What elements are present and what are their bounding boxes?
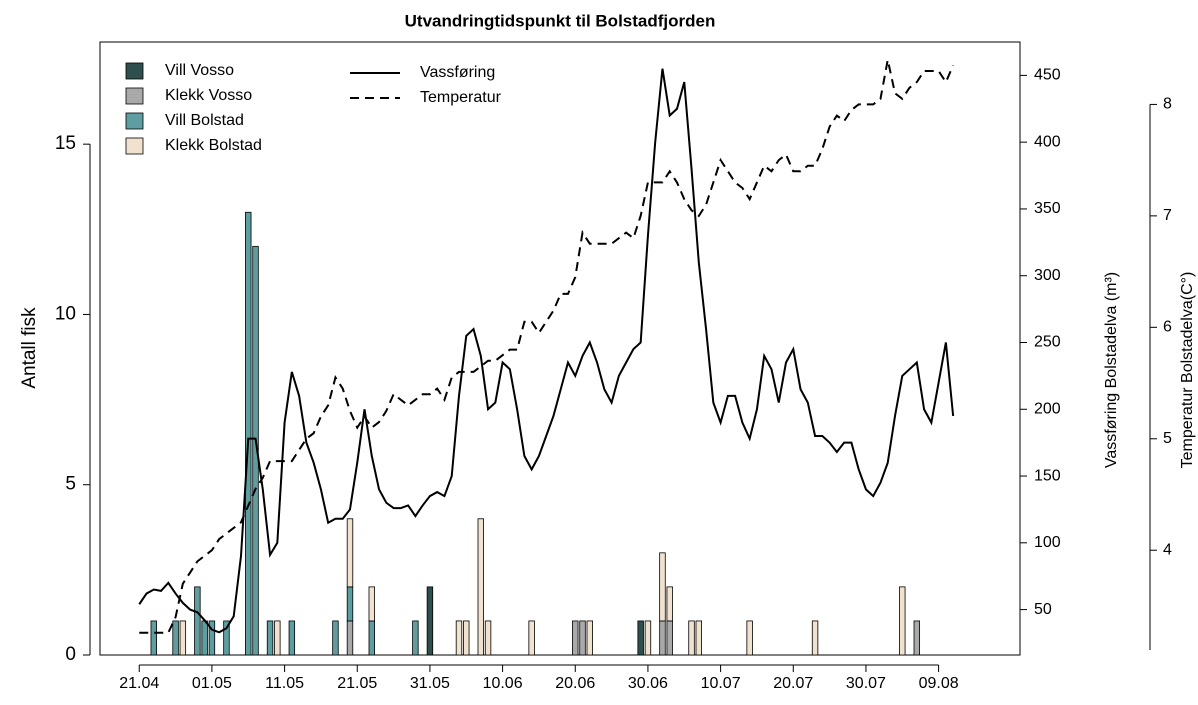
bar bbox=[572, 620, 579, 656]
y2-tick-label: 400 bbox=[1034, 133, 1061, 150]
bar bbox=[528, 620, 535, 656]
x-tick-label: 31.05 bbox=[410, 675, 450, 692]
bar bbox=[913, 620, 921, 656]
legend-swatch bbox=[125, 87, 144, 105]
plot-frame bbox=[99, 41, 1021, 656]
bar bbox=[252, 245, 259, 656]
bar bbox=[644, 620, 652, 656]
bar bbox=[346, 620, 354, 656]
chart-title: Utvandringtidspunkt til Bolstadfjorden bbox=[405, 11, 716, 30]
y-tick-label: 10 bbox=[55, 303, 76, 324]
legend-label: Vill Bolstad bbox=[165, 112, 244, 129]
y3-tick-label: 4 bbox=[1163, 541, 1172, 558]
legend-label: Temperatur bbox=[420, 89, 502, 106]
x-tick-label: 20.06 bbox=[555, 675, 595, 692]
bar bbox=[368, 586, 375, 622]
y3-axis-label: Temperatur Bolstadelva(C°) bbox=[1179, 272, 1196, 469]
legend-label: Klekk Vosso bbox=[165, 87, 252, 104]
y2-tick-label: 50 bbox=[1034, 601, 1052, 618]
x-tick-label: 30.07 bbox=[846, 675, 886, 692]
y-tick-label: 0 bbox=[65, 644, 76, 665]
y3-tick-label: 5 bbox=[1163, 430, 1172, 447]
legend-swatch bbox=[125, 62, 144, 80]
bar bbox=[463, 620, 470, 656]
y2-tick-label: 150 bbox=[1034, 467, 1061, 484]
bar bbox=[666, 620, 673, 656]
bar bbox=[332, 620, 339, 656]
x-tick-label: 20.07 bbox=[773, 675, 813, 692]
bar bbox=[194, 586, 201, 656]
y2-tick-label: 200 bbox=[1034, 400, 1061, 417]
x-tick-label: 01.05 bbox=[192, 675, 232, 692]
bar bbox=[288, 620, 296, 656]
bar bbox=[208, 620, 216, 656]
bar bbox=[579, 620, 586, 656]
bar bbox=[455, 620, 463, 656]
bar bbox=[811, 620, 819, 656]
y2-tick-label: 350 bbox=[1034, 200, 1061, 217]
y2-axis-label: Vassføring Bolstadelva (m³) bbox=[1103, 272, 1120, 468]
bar bbox=[477, 518, 484, 656]
line-series bbox=[139, 59, 955, 634]
bar bbox=[266, 620, 274, 656]
legend-swatch bbox=[125, 112, 144, 130]
y-tick-label: 5 bbox=[65, 474, 76, 495]
bar bbox=[637, 620, 644, 656]
line-series bbox=[138, 68, 955, 634]
bar bbox=[150, 620, 157, 656]
bar bbox=[412, 620, 419, 656]
y3-tick-label: 8 bbox=[1163, 96, 1172, 113]
bar bbox=[346, 586, 354, 622]
x-tick-label: 21.05 bbox=[337, 675, 377, 692]
bar bbox=[484, 620, 492, 656]
y-tick-label: 15 bbox=[55, 133, 76, 154]
bar bbox=[223, 620, 230, 656]
y2-tick-label: 450 bbox=[1034, 67, 1061, 84]
legend-label: Klekk Bolstad bbox=[165, 137, 262, 154]
x-tick-label: 09.08 bbox=[919, 675, 959, 692]
bar bbox=[346, 518, 354, 588]
x-tick-label: 21.04 bbox=[119, 675, 159, 692]
bar bbox=[659, 620, 666, 656]
y3-tick-label: 7 bbox=[1163, 207, 1172, 224]
bar bbox=[659, 552, 666, 622]
y2-tick-label: 100 bbox=[1034, 534, 1061, 551]
bar bbox=[666, 586, 673, 622]
y3-tick-label: 6 bbox=[1163, 319, 1172, 336]
bar bbox=[201, 620, 208, 656]
x-tick-label: 30.06 bbox=[628, 675, 668, 692]
bar bbox=[245, 211, 252, 656]
bar bbox=[274, 620, 281, 656]
x-tick-label: 10.07 bbox=[701, 675, 741, 692]
bar bbox=[586, 620, 593, 656]
bar bbox=[426, 586, 434, 656]
bar bbox=[688, 620, 695, 656]
bar bbox=[746, 620, 753, 656]
y2-tick-label: 250 bbox=[1034, 334, 1061, 351]
bar bbox=[368, 620, 375, 656]
y2-tick-label: 300 bbox=[1034, 267, 1061, 284]
legend-label: Vassføring bbox=[420, 64, 495, 81]
legend-label: Vill Vosso bbox=[165, 62, 234, 79]
x-tick-label: 11.05 bbox=[265, 675, 304, 692]
bar bbox=[179, 620, 187, 656]
bar bbox=[172, 620, 179, 656]
bar bbox=[899, 586, 906, 656]
bar bbox=[695, 620, 702, 656]
x-tick-label: 10.06 bbox=[483, 675, 523, 692]
legend-swatch bbox=[125, 137, 144, 155]
y-axis-label: Antall fisk bbox=[19, 307, 40, 389]
